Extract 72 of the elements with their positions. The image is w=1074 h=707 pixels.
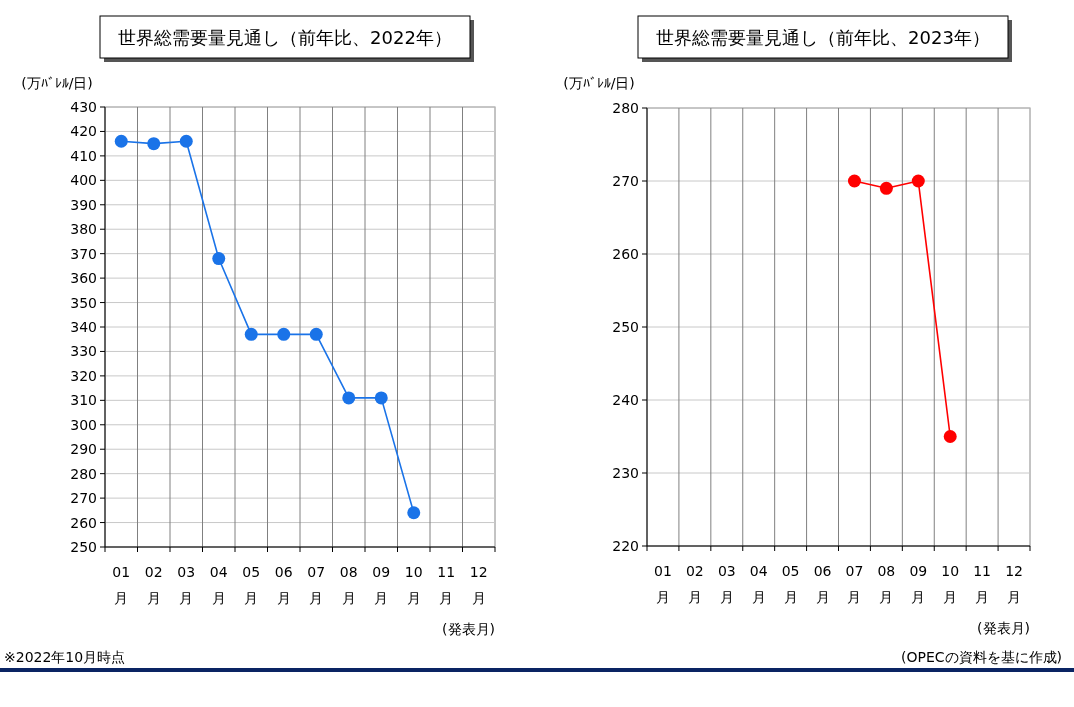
- x-tick-label: 05 月: [781, 563, 800, 605]
- y-tick-label: 410: [70, 147, 97, 164]
- y-tick-label: 280: [612, 100, 639, 116]
- point: [212, 252, 226, 266]
- x-tick-label: 03 月: [177, 564, 196, 606]
- y-tick-label: 230: [612, 465, 639, 481]
- y-tick-label: 380: [70, 221, 97, 238]
- x-tick-label: 06 月: [274, 564, 293, 606]
- x-tick-label: 03 月: [717, 563, 736, 605]
- y-tick-label: 240: [612, 392, 639, 408]
- y-tick-label: 320: [70, 367, 97, 384]
- point: [244, 327, 258, 341]
- x-tick-label: 08 月: [339, 564, 358, 606]
- point: [847, 174, 861, 188]
- x-tick-label: 11 月: [973, 563, 992, 605]
- y-tick-label: 390: [70, 196, 97, 213]
- y-tick-label: 400: [70, 172, 97, 189]
- y-tick-label: 280: [70, 465, 97, 482]
- y-tick-label: 290: [70, 441, 97, 458]
- x-tick-label: 09 月: [909, 563, 928, 605]
- x-tick-label: 01 月: [654, 563, 672, 605]
- x-axis-title: (発表月): [977, 620, 1030, 636]
- x-axis-title: (発表月): [442, 621, 495, 637]
- x-tick-label: 02 月: [144, 564, 163, 606]
- chart-title: 世界総需要量見通し（前年比、2022年）: [118, 27, 452, 48]
- text: ※2022年10月時点: [4, 649, 126, 665]
- text: (OPECの資料を基に作成): [900, 649, 1062, 665]
- point: [943, 430, 957, 443]
- point: [879, 181, 893, 195]
- point: [374, 391, 388, 405]
- y-tick-label: 250: [70, 539, 97, 555]
- point: [114, 134, 128, 148]
- y-axis-title: (万ﾊﾞﾚﾙ/日): [563, 75, 635, 91]
- x-tick-label: 07 月: [307, 564, 326, 606]
- point: [277, 327, 291, 341]
- point: [911, 174, 925, 188]
- x-tick-label: 08 月: [877, 563, 896, 605]
- x-tick-label: 05 月: [242, 564, 261, 606]
- x-tick-label: 10 月: [404, 564, 423, 606]
- x-tick-label: 04 月: [749, 563, 768, 605]
- y-axis-title: (万ﾊﾞﾚﾙ/日): [21, 75, 93, 91]
- y-tick-label: 250: [612, 319, 639, 335]
- y-tick-label: 310: [70, 392, 97, 409]
- y-tick-label: 350: [70, 294, 97, 311]
- point: [407, 506, 421, 520]
- point: [342, 391, 356, 405]
- x-tick-label: 10 月: [941, 563, 960, 605]
- y-tick-label: 270: [70, 490, 97, 507]
- x-tick-label: 06 月: [813, 563, 832, 605]
- y-tick-label: 360: [70, 270, 97, 287]
- y-tick-label: 370: [70, 245, 97, 262]
- y-tick-label: 300: [70, 416, 97, 433]
- x-tick-label: 04 月: [209, 564, 228, 606]
- x-tick-label: 02 月: [685, 563, 704, 605]
- point: [179, 134, 193, 148]
- x-tick-label: 12 月: [1005, 563, 1023, 605]
- y-tick-label: 260: [70, 514, 97, 531]
- x-tick-label: 01 月: [112, 564, 131, 606]
- x-tick-label: 11 月: [437, 564, 456, 606]
- x-tick-label: 12 月: [469, 564, 488, 606]
- y-tick-label: 420: [70, 123, 97, 140]
- y-tick-label: 330: [70, 343, 97, 360]
- y-tick-label: 340: [70, 319, 97, 335]
- y-tick-label: 430: [70, 99, 97, 115]
- y-tick-label: 270: [612, 173, 639, 189]
- point: [309, 327, 323, 341]
- x-tick-label: 07 月: [845, 563, 864, 605]
- x-tick-label: 09 月: [372, 564, 391, 606]
- chart-title: 世界総需要量見通し（前年比、2023年）: [656, 27, 990, 48]
- point: [147, 137, 161, 151]
- y-tick-label: 220: [612, 538, 639, 554]
- y-tick-label: 260: [612, 246, 639, 262]
